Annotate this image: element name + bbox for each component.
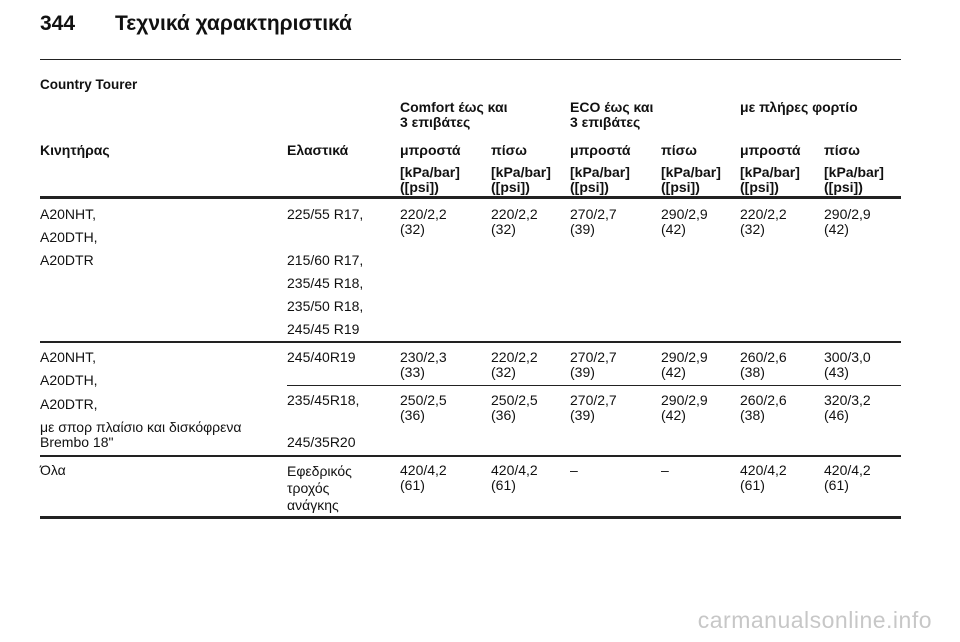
- column-header-rear-full: πίσω: [824, 142, 861, 158]
- row2a-pressure: 270/2,7 (39): [570, 349, 617, 380]
- row1-pressure: 290/2,9 (42): [661, 206, 708, 237]
- row2a-tyre: 245/40R19: [287, 349, 356, 365]
- row3-pressure: –: [661, 462, 669, 478]
- group-header-full-load: με πλήρες φορτίο: [740, 99, 858, 115]
- row2a-pressure: 220/2,2 (32): [491, 349, 538, 380]
- unit-label: [kPa/bar] ([psi]): [661, 164, 721, 195]
- row1-tyre: 235/45 R18,: [287, 275, 364, 291]
- group-header-comfort: Comfort έως και 3 επιβάτες: [400, 99, 508, 130]
- row-divider: [40, 341, 901, 343]
- row2-engine-line: A20DTR,: [40, 396, 98, 412]
- row1-engine-line: A20DTR: [40, 252, 94, 268]
- row1-pressure: 290/2,9 (42): [824, 206, 871, 237]
- section-title: Country Tourer: [40, 77, 138, 92]
- row1-pressure: 220/2,2 (32): [491, 206, 538, 237]
- row1-tyre: 225/55 R17,: [287, 206, 364, 222]
- row1-pressure: 220/2,2 (32): [400, 206, 447, 237]
- unit-label: [kPa/bar] ([psi]): [570, 164, 630, 195]
- column-header-front-eco: μπροστά: [570, 142, 631, 158]
- column-header-front-comfort: μπροστά: [400, 142, 461, 158]
- unit-label: [kPa/bar] ([psi]): [400, 164, 460, 195]
- row1-pressure: 220/2,2 (32): [740, 206, 787, 237]
- row2b-tyre: 235/45R18,: [287, 392, 360, 408]
- row2-engine-line: A20NHT,: [40, 349, 97, 365]
- table-bottom-rule: [40, 516, 901, 519]
- column-header-front-full: μπροστά: [740, 142, 801, 158]
- row1-tyre: 235/50 R18,: [287, 298, 364, 314]
- row2b-pressure: 290/2,9 (42): [661, 392, 708, 423]
- column-header-rear-comfort: πίσω: [491, 142, 528, 158]
- row3-pressure: –: [570, 462, 578, 478]
- column-header-tyres: Ελαστικά: [287, 142, 349, 158]
- unit-label: [kPa/bar] ([psi]): [824, 164, 884, 195]
- watermark: carmanualsonline.info: [697, 607, 932, 633]
- column-header-engine: Κινητήρας: [40, 142, 110, 158]
- page-number: 344: [40, 12, 76, 35]
- row3-pressure: 420/4,2 (61): [491, 462, 538, 493]
- unit-label: [kPa/bar] ([psi]): [491, 164, 551, 195]
- row3-tyre: Εφεδρικός τροχός ανάγκης: [287, 463, 352, 513]
- page-title: Τεχνικά χαρακτηριστικά: [115, 12, 352, 35]
- row2b-pressure: 260/2,6 (38): [740, 392, 787, 423]
- row1-engine-line: A20DTH,: [40, 229, 98, 245]
- row3-engine: Όλα: [40, 462, 66, 478]
- unit-label: [kPa/bar] ([psi]): [740, 164, 800, 195]
- row2b-pressure: 250/2,5 (36): [400, 392, 447, 423]
- row2a-pressure: 300/3,0 (43): [824, 349, 871, 380]
- row-divider: [40, 455, 901, 457]
- row3-pressure: 420/4,2 (61): [400, 462, 447, 493]
- header-divider: [40, 59, 901, 60]
- row2b-pressure: 320/3,2 (46): [824, 392, 871, 423]
- group-header-eco: ECO έως και 3 επιβάτες: [570, 99, 654, 130]
- row1-tyre: 245/45 R19: [287, 321, 360, 337]
- row2b-pressure: 250/2,5 (36): [491, 392, 538, 423]
- row2-engine-note: με σπορ πλαίσιο και δισκόφρενα Brembo 18…: [40, 419, 242, 450]
- row2b-tyre: 245/35R20: [287, 434, 356, 450]
- row2a-pressure: 260/2,6 (38): [740, 349, 787, 380]
- subrow-divider: [287, 385, 901, 386]
- column-header-rear-eco: πίσω: [661, 142, 698, 158]
- header-bottom-rule: [40, 196, 901, 199]
- row3-pressure: 420/4,2 (61): [740, 462, 787, 493]
- row2a-pressure: 290/2,9 (42): [661, 349, 708, 380]
- row2-engine-line: A20DTH,: [40, 372, 98, 388]
- row1-engine-line: A20NHT,: [40, 206, 97, 222]
- row2a-pressure: 230/2,3 (33): [400, 349, 447, 380]
- row2b-pressure: 270/2,7 (39): [570, 392, 617, 423]
- row1-pressure: 270/2,7 (39): [570, 206, 617, 237]
- row3-pressure: 420/4,2 (61): [824, 462, 871, 493]
- row1-tyre: 215/60 R17,: [287, 252, 364, 268]
